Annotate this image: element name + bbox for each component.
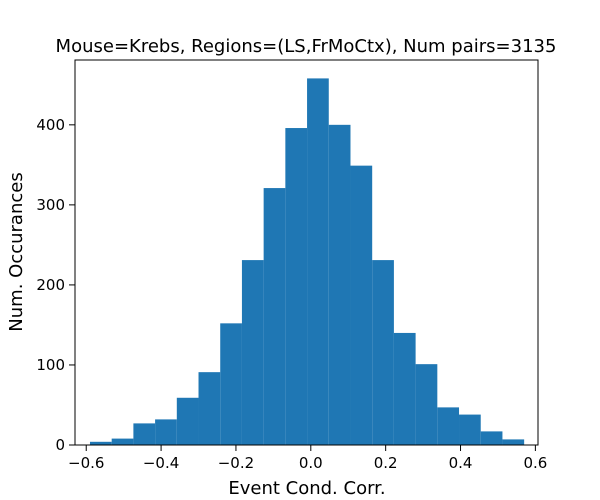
x-tick-label-7: 0.6 xyxy=(523,454,547,472)
x-tick-label-6: 0.4 xyxy=(449,454,473,472)
y-tick-label-1: 0 xyxy=(55,436,65,454)
histogram-bar-2 xyxy=(111,438,134,445)
y-axis-label: Num. Occurances xyxy=(6,172,27,331)
histogram-bar-5 xyxy=(176,397,199,445)
plot-frame xyxy=(74,59,539,446)
y-tick-label-5: 400 xyxy=(36,116,65,134)
histogram-bar-4 xyxy=(155,419,177,445)
histogram-bar-14 xyxy=(372,260,394,445)
histogram-bar-10 xyxy=(285,128,308,446)
histogram-bars xyxy=(89,78,525,446)
histogram-bar-8 xyxy=(241,260,264,445)
histogram-bar-12 xyxy=(328,124,351,445)
chart-title: Mouse=Krebs, Regions=(LS,FrMoCtx), Num p… xyxy=(56,36,557,57)
histogram-bar-18 xyxy=(459,414,481,445)
histogram-bar-11 xyxy=(307,78,329,445)
y-tick-label-3: 200 xyxy=(36,276,65,294)
histogram-bar-1 xyxy=(89,441,112,445)
histogram-bar-6 xyxy=(198,372,221,445)
histogram-bar-3 xyxy=(133,423,156,445)
histogram-bar-20 xyxy=(502,439,525,445)
x-tick-label-5: 0.2 xyxy=(374,454,398,472)
x-tick-label-1: −0.6 xyxy=(68,454,104,472)
x-tick-label-4: 0.0 xyxy=(299,454,323,472)
histogram-bar-15 xyxy=(393,332,416,445)
histogram-bar-19 xyxy=(480,431,503,445)
histogram-bar-16 xyxy=(415,364,438,445)
histogram-bar-13 xyxy=(350,165,373,445)
y-tick-label-2: 100 xyxy=(36,356,65,374)
histogram-bar-7 xyxy=(220,323,242,445)
x-axis-label: Event Cond. Corr. xyxy=(228,478,385,499)
x-axis-ticks: −0.6 −0.4 −0.2 0.0 0.2 0.4 0.6 xyxy=(68,445,547,472)
histogram-bar-17 xyxy=(437,407,460,445)
histogram-bar-9 xyxy=(263,188,286,445)
y-axis-ticks: 0 100 200 300 400 xyxy=(36,116,75,454)
x-tick-label-3: −0.2 xyxy=(218,454,254,472)
y-tick-label-4: 300 xyxy=(36,196,65,214)
x-tick-label-2: −0.4 xyxy=(143,454,179,472)
